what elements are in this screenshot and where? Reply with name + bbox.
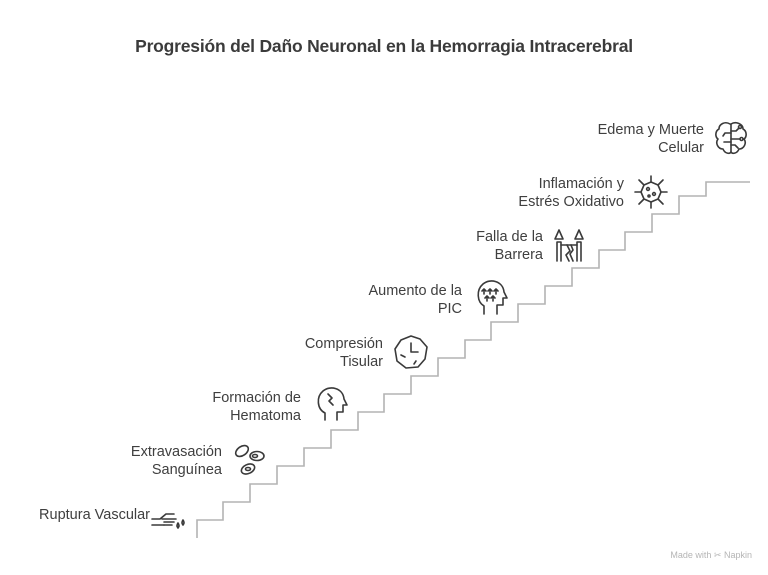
step-label-hematoma: Formación de Hematoma	[212, 390, 301, 424]
blood-cells-icon	[234, 444, 265, 475]
step-label-inflamacion: Inflamación y Estrés Oxidativo	[518, 176, 624, 210]
napkin-logo-icon: ✂	[713, 550, 722, 560]
hand-drip-icon	[151, 513, 185, 529]
step-label-barrera: Falla de la Barrera	[476, 229, 543, 263]
head-crack-icon	[317, 387, 348, 421]
virus-icon	[634, 175, 668, 209]
head-pressure-icon	[477, 280, 508, 315]
compressed-tissue-icon	[394, 335, 428, 369]
step-label-ruptura-vascular: Ruptura Vascular	[39, 507, 150, 523]
step-label-compresion: Compresión Tisular	[304, 336, 383, 370]
step-label-extravasacion: Extravasación Sanguínea	[130, 444, 222, 478]
staircase-line	[196, 181, 750, 538]
step-label-edema: Edema y Muerte Celular	[597, 122, 704, 156]
made-with-napkin-credit: Made with ✂ Napkin	[670, 550, 752, 560]
step-label-pic: Aumento de la PIC	[368, 283, 462, 317]
brain-circuit-icon	[715, 122, 747, 155]
diagram-title: Progresión del Daño Neuronal en la Hemor…	[135, 36, 633, 56]
broken-barrier-icon	[554, 229, 584, 262]
